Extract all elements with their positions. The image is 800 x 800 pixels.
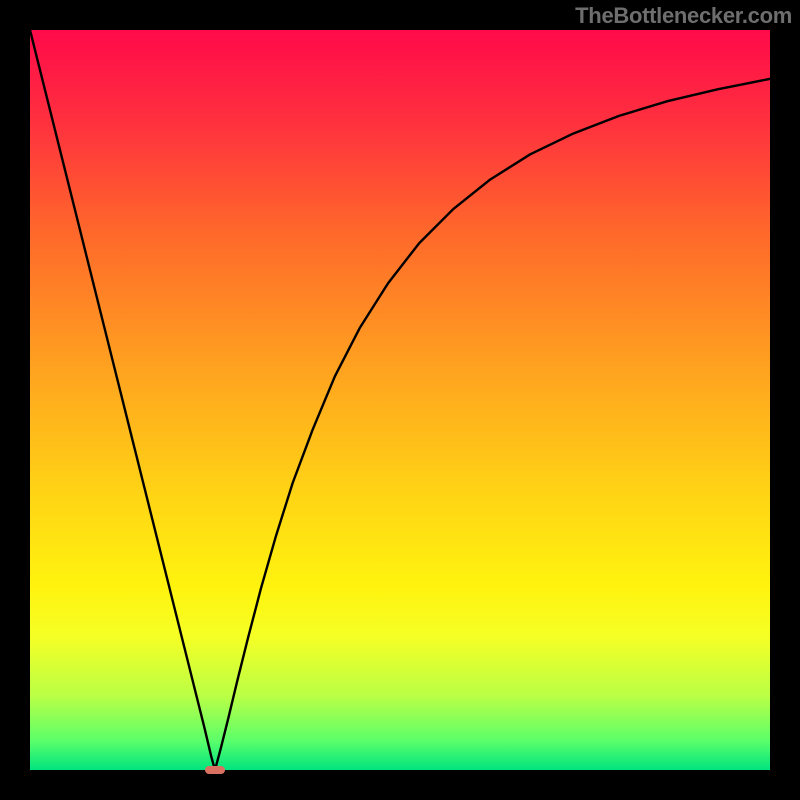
gradient-background: [30, 30, 770, 770]
plot-area: [30, 30, 770, 770]
chart-container: TheBottlenecker.com: [0, 0, 800, 800]
curve-svg: [30, 30, 770, 770]
watermark-text: TheBottlenecker.com: [575, 3, 792, 29]
optimal-marker: [205, 766, 226, 775]
